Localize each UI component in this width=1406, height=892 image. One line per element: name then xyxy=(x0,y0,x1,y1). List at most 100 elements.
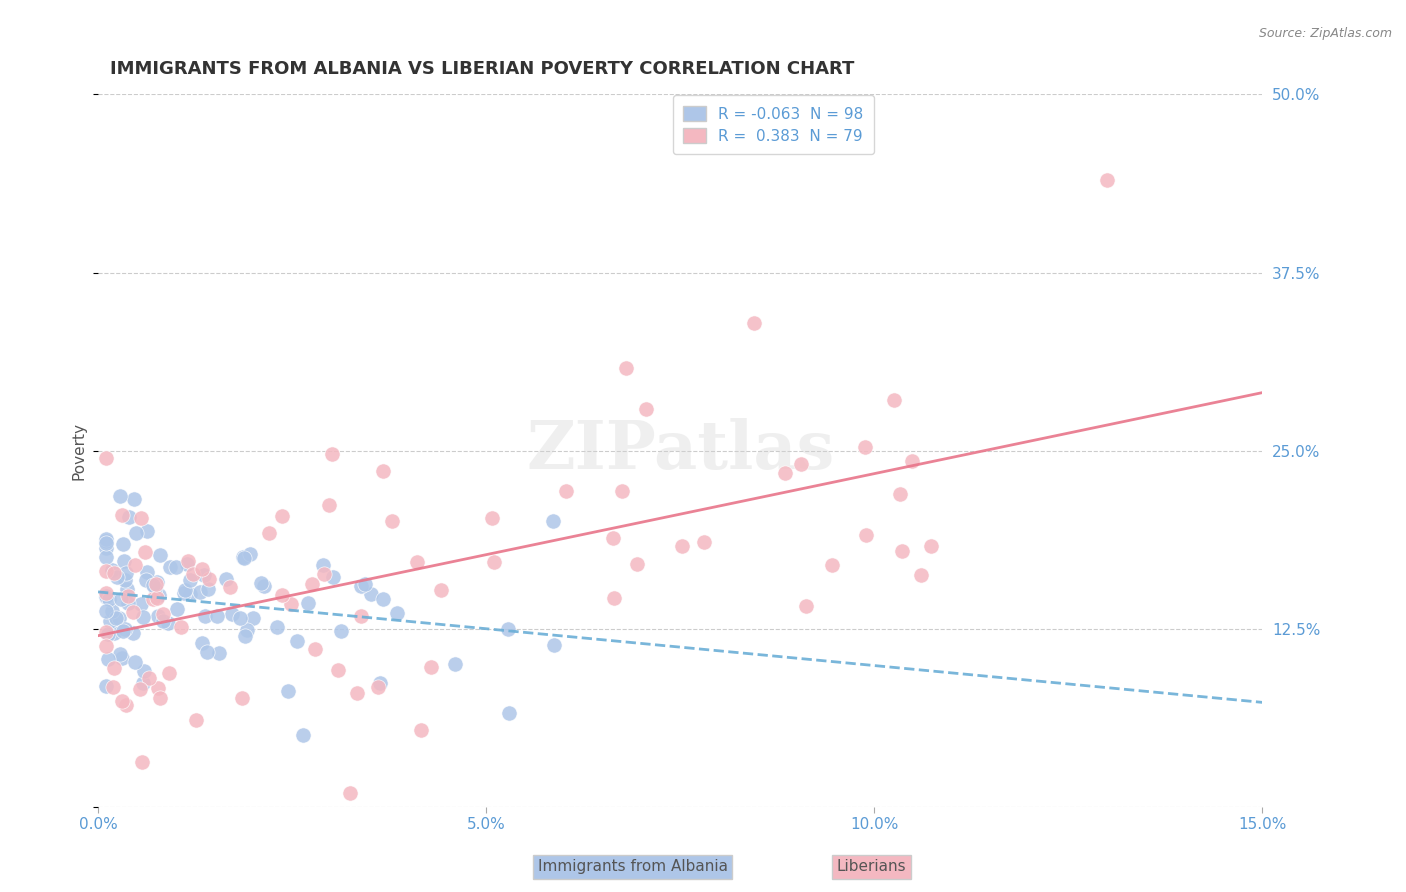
Point xyxy=(920,539,942,553)
Point xyxy=(117,597,139,611)
Point xyxy=(98,615,121,629)
Point xyxy=(98,592,121,607)
Point xyxy=(191,562,214,576)
Point xyxy=(277,683,299,698)
Point xyxy=(111,624,134,639)
Point xyxy=(322,569,344,583)
Point xyxy=(215,572,238,586)
Point xyxy=(115,582,138,596)
Point xyxy=(554,483,576,498)
Point xyxy=(603,591,626,606)
Point xyxy=(855,528,877,542)
Point xyxy=(166,602,188,616)
Point xyxy=(176,557,198,571)
Point xyxy=(94,625,117,640)
Point xyxy=(496,622,519,636)
Point xyxy=(152,615,174,629)
Point xyxy=(239,547,262,561)
Point xyxy=(266,620,288,634)
Point xyxy=(131,676,153,690)
Point xyxy=(191,636,214,650)
Point xyxy=(231,690,253,705)
Point xyxy=(138,671,160,685)
Point xyxy=(146,591,169,605)
Y-axis label: Poverty: Poverty xyxy=(72,422,86,480)
Point xyxy=(111,537,134,551)
Point xyxy=(121,605,143,619)
Point xyxy=(165,559,187,574)
Point xyxy=(346,686,368,700)
Point xyxy=(125,525,148,540)
Point xyxy=(146,608,169,623)
Point xyxy=(195,645,218,659)
Point xyxy=(291,728,314,742)
Point xyxy=(96,564,118,578)
Point xyxy=(179,587,201,601)
Point xyxy=(142,592,165,607)
Point xyxy=(94,534,117,549)
Point xyxy=(128,681,150,696)
Point xyxy=(110,591,132,606)
Point xyxy=(634,401,657,416)
Point xyxy=(94,679,117,693)
Point xyxy=(232,549,254,564)
Point xyxy=(110,489,132,503)
Point xyxy=(94,586,117,600)
Point xyxy=(350,579,373,593)
Point xyxy=(304,641,326,656)
Point xyxy=(94,536,117,550)
Point xyxy=(129,598,152,612)
Point xyxy=(360,587,382,601)
Point xyxy=(235,623,257,637)
Point xyxy=(103,660,125,674)
Point xyxy=(1095,173,1118,187)
Point xyxy=(132,609,155,624)
Point xyxy=(330,624,353,638)
Point xyxy=(444,657,467,671)
Point xyxy=(543,514,565,528)
Point xyxy=(312,558,335,573)
Point xyxy=(910,568,932,582)
Text: Source: ZipAtlas.com: Source: ZipAtlas.com xyxy=(1258,27,1392,40)
Point xyxy=(193,568,215,582)
Point xyxy=(122,491,145,506)
Point xyxy=(94,639,117,653)
Point xyxy=(143,581,166,595)
Point xyxy=(614,360,637,375)
Point xyxy=(796,599,818,614)
Point xyxy=(773,466,796,480)
Point xyxy=(149,691,172,706)
Point xyxy=(124,656,146,670)
Point xyxy=(221,607,243,622)
Point xyxy=(94,541,117,555)
Point xyxy=(301,576,323,591)
Point xyxy=(259,525,281,540)
Point xyxy=(373,591,395,606)
Point xyxy=(135,565,157,579)
Point xyxy=(174,582,197,597)
Point xyxy=(543,638,565,652)
Point xyxy=(136,524,159,539)
Point xyxy=(285,634,308,648)
Point xyxy=(122,626,145,640)
Point xyxy=(170,620,193,634)
Point xyxy=(270,508,292,523)
Point xyxy=(250,576,273,591)
Point xyxy=(321,447,343,461)
Point xyxy=(107,570,129,584)
Point xyxy=(183,567,205,582)
Point xyxy=(253,579,276,593)
Point xyxy=(194,609,217,624)
Point xyxy=(146,575,169,590)
Point xyxy=(890,544,912,558)
Point xyxy=(367,680,389,694)
Point xyxy=(271,588,294,602)
Point xyxy=(328,663,350,677)
Point xyxy=(134,545,156,559)
Point xyxy=(100,563,122,577)
Point xyxy=(693,534,716,549)
Point xyxy=(148,681,170,695)
Point xyxy=(318,498,340,512)
Point xyxy=(314,566,336,581)
Point xyxy=(184,713,207,727)
